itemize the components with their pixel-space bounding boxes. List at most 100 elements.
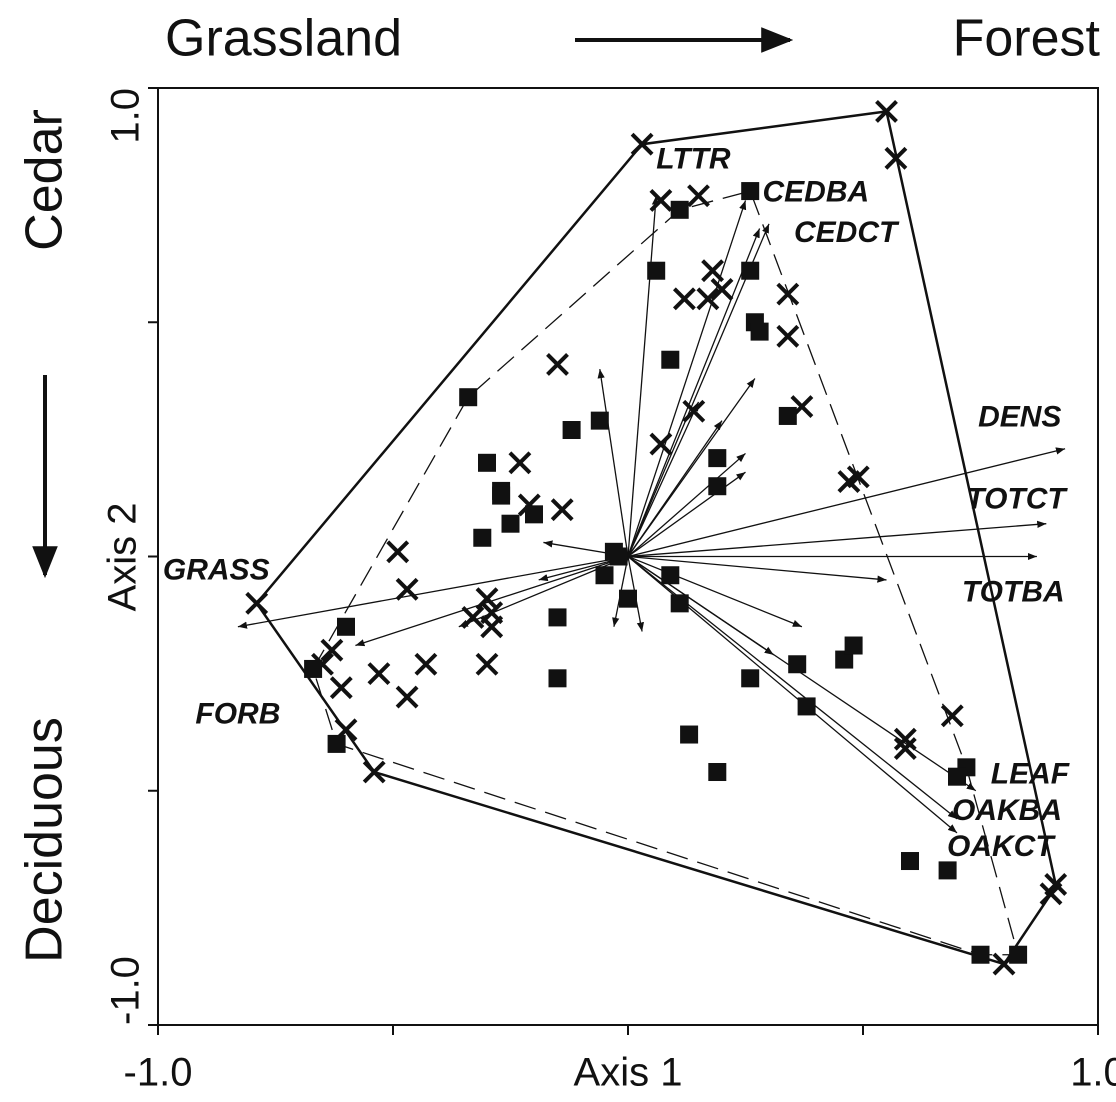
x-marker (687, 184, 710, 208)
x-marker (550, 498, 574, 522)
vector-label: CEDCT (794, 216, 900, 249)
x-marker (395, 685, 419, 709)
square-marker (478, 453, 496, 472)
y-tick-label: 1.0 (104, 88, 148, 144)
square-marker (647, 261, 666, 280)
annotation: Deciduous (16, 717, 74, 963)
x-marker (362, 760, 386, 784)
square-marker (595, 566, 614, 585)
annotation: Cedar (16, 109, 74, 251)
vector (627, 520, 1047, 558)
vector (597, 369, 629, 557)
x-marker (475, 587, 499, 611)
square-marker (948, 767, 966, 786)
x-marker (480, 615, 504, 639)
vector (627, 195, 660, 557)
x-marker (776, 324, 800, 348)
vector-label: TOTCT (966, 483, 1068, 516)
vector (627, 228, 761, 557)
square-marker (304, 659, 323, 678)
vector-label: LTTR (656, 143, 731, 176)
x-marker (508, 451, 532, 475)
square-marker (609, 547, 628, 566)
x-marker (649, 432, 673, 456)
square-marker (661, 350, 680, 369)
vector-label: GRASS (163, 554, 270, 587)
vector-label: DENS (978, 401, 1061, 434)
square-marker (548, 669, 567, 688)
x-marker (701, 259, 725, 283)
square-marker (835, 650, 854, 669)
x-marker (461, 605, 485, 629)
annotation: Grassland (165, 10, 402, 68)
x-marker (776, 282, 800, 306)
square-marker (473, 528, 492, 547)
square-marker (501, 514, 520, 533)
square-marker (750, 322, 769, 341)
vector-label: FORB (195, 697, 280, 730)
square-marker (619, 589, 637, 608)
x-marker (893, 727, 917, 751)
y-axis-label: Axis 2 (101, 503, 145, 612)
vector (237, 555, 629, 629)
y-tick-label: -1.0 (104, 956, 148, 1025)
vector (627, 200, 747, 557)
square-marker (708, 763, 727, 782)
vector-label: CEDBA (763, 175, 870, 208)
hull (255, 110, 1058, 966)
square-marker (778, 406, 797, 425)
square-marker (492, 486, 511, 505)
x-marker (475, 652, 499, 676)
vector-label: TOTBA (962, 575, 1065, 608)
vector (627, 447, 1066, 558)
vector (627, 555, 803, 628)
x-tick-label: -1.0 (124, 1051, 193, 1095)
vector (627, 401, 700, 557)
x-marker (329, 676, 353, 700)
square-marker (971, 945, 990, 964)
x-marker (884, 146, 908, 170)
square-marker (562, 421, 581, 440)
x-marker (696, 287, 720, 311)
vector (627, 555, 887, 583)
square-marker (327, 734, 346, 753)
square-marker (708, 449, 727, 468)
square-marker (459, 388, 478, 407)
x-marker (893, 737, 917, 760)
vector (627, 420, 723, 557)
x-marker (672, 287, 696, 311)
x-marker (414, 652, 438, 676)
x-marker (649, 189, 673, 212)
square-marker (844, 636, 863, 655)
x-marker (546, 353, 569, 376)
square-marker (741, 669, 760, 688)
square-marker (661, 566, 680, 585)
square-marker (670, 200, 689, 219)
x-marker (630, 132, 654, 156)
square-marker (741, 261, 760, 280)
vector (627, 452, 746, 557)
square-marker (337, 617, 355, 636)
square-marker (1009, 945, 1028, 964)
x-marker (682, 399, 706, 423)
x-marker (320, 638, 344, 662)
x-marker (875, 100, 898, 123)
annotation: Forest (953, 10, 1101, 68)
x-marker (367, 662, 391, 686)
square-marker (680, 725, 699, 744)
x-marker (386, 540, 410, 564)
square-marker (938, 861, 957, 880)
x-marker (245, 591, 269, 615)
square-marker (901, 852, 919, 871)
square-marker (548, 608, 567, 627)
x-marker (395, 577, 419, 601)
square-marker (788, 655, 807, 674)
square-marker (741, 182, 760, 201)
x-marker (710, 278, 734, 301)
x-axis-label: Axis 1 (574, 1051, 683, 1095)
x-marker (846, 465, 870, 489)
x-tick-label: 1.0 (1070, 1051, 1116, 1095)
square-marker (525, 505, 543, 524)
vector-label: LEAF (991, 758, 1070, 791)
